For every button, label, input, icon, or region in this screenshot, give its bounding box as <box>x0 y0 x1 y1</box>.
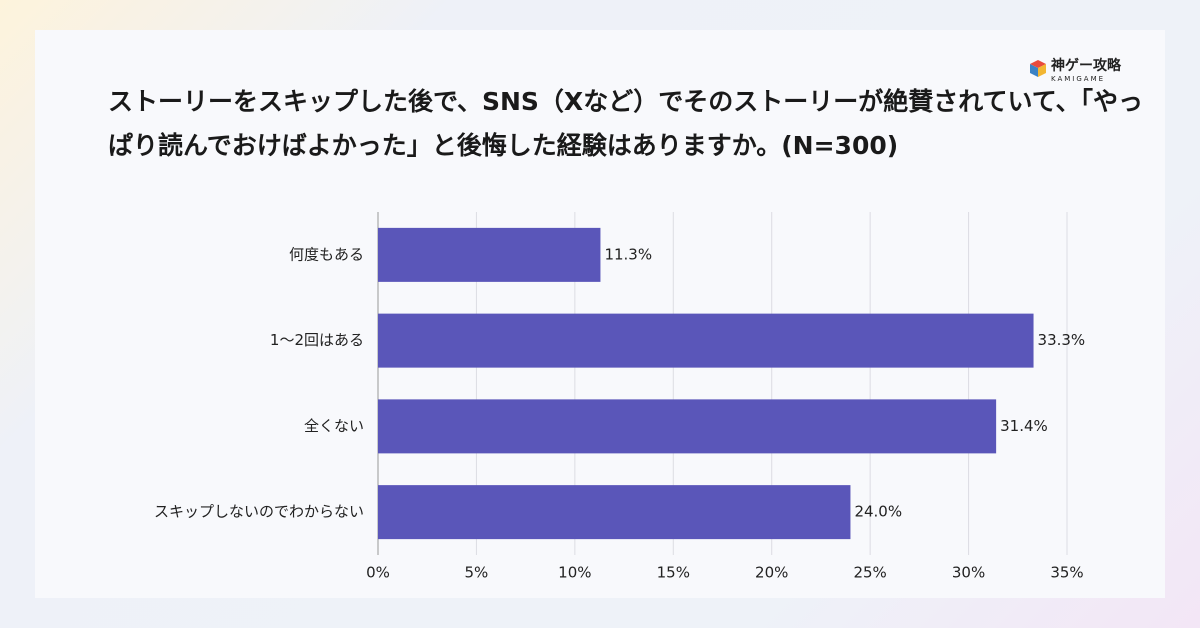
brand-name: 神ゲー攻略 <box>1051 57 1122 74</box>
value-label: 11.3% <box>604 245 652 263</box>
brand-sub: KAMIGAME <box>1051 75 1105 83</box>
x-tick-label: 0% <box>366 564 390 582</box>
logo-icon <box>1030 60 1046 77</box>
y-tick-label: 1〜2回はある <box>270 331 364 349</box>
bar <box>378 313 1034 368</box>
x-tick-label: 35% <box>1050 564 1083 582</box>
bar <box>378 227 601 282</box>
value-label: 33.3% <box>1038 331 1086 349</box>
y-tick-label: スキップしないのでわからない <box>154 503 364 521</box>
y-tick-label: 全くない <box>304 417 364 435</box>
x-tick-label: 5% <box>465 564 489 582</box>
value-label: 31.4% <box>1000 417 1048 435</box>
x-tick-label: 30% <box>952 564 985 582</box>
bar <box>378 485 851 540</box>
bar <box>378 399 997 454</box>
y-tick-label: 何度もある <box>289 245 364 263</box>
x-tick-label: 20% <box>755 564 788 582</box>
x-tick-label: 10% <box>558 564 591 582</box>
chart-title: ストーリーをスキップした後で、SNS（Xなど）でそのストーリーが絶賛されていて、… <box>108 87 1143 160</box>
x-tick-label: 25% <box>853 564 886 582</box>
value-label: 24.0% <box>854 503 902 521</box>
x-tick-label: 15% <box>657 564 690 582</box>
